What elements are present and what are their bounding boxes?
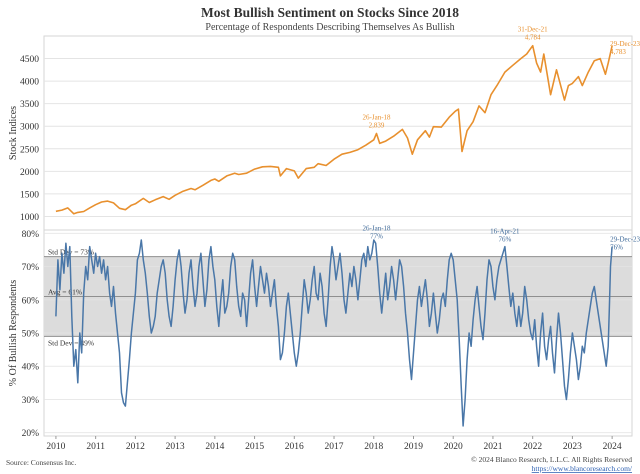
stock-annotation-value: 4,783 (610, 48, 626, 56)
x-tick-label: 2016 (285, 442, 304, 452)
x-tick-label: 2024 (603, 442, 622, 452)
website-link[interactable]: https://www.blancoresearch.com/ (532, 464, 633, 473)
top-panel-frame (43, 35, 633, 231)
chart-title: Most Bullish Sentiment on Stocks Since 2… (201, 5, 459, 20)
bullish-percent-line (55, 239, 613, 427)
top-y-tick-label: 2000 (20, 168, 39, 178)
x-tick-label: 2013 (166, 442, 185, 452)
bullish-annotation-value: 77% (370, 232, 383, 240)
x-tick-label: 2020 (444, 442, 463, 452)
bottom-y-tick-label: 20% (22, 429, 40, 439)
x-tick-label: 2018 (364, 442, 383, 452)
stock-annotation-value: 2,839 (369, 121, 385, 129)
top-y-tick-label: 3500 (20, 100, 39, 110)
stock-annotation-date: 31-Dec-21 (518, 26, 548, 34)
top-y-tick-label: 1500 (20, 190, 39, 200)
x-tick-label: 2021 (483, 442, 502, 452)
top-y-tick-label: 1000 (20, 213, 39, 223)
stock-annotation-value: 4,784 (525, 34, 541, 42)
x-tick-label: 2014 (205, 442, 224, 452)
copyright-note: © 2024 Blanco Research, L.L.C. All Right… (471, 455, 632, 464)
x-tick-label: 2011 (86, 442, 105, 452)
top-y-tick-label: 3000 (20, 123, 39, 133)
x-tick-label: 2017 (325, 442, 344, 452)
stock-annotation-date: 29-Dec-23 (610, 40, 640, 48)
x-tick-label: 2023 (563, 442, 582, 452)
bullish-annotation-date: 26-Jan-18 (363, 224, 391, 232)
x-tick-label: 2012 (126, 442, 145, 452)
lower-band-label: Std Dev = 49% (48, 338, 94, 347)
top-y-axis-label: Stock Indices (8, 106, 19, 160)
bottom-y-tick-label: 40% (22, 363, 40, 373)
x-tick-label: 2022 (523, 442, 542, 452)
bottom-y-tick-label: 50% (22, 330, 40, 340)
top-y-tick-label: 4500 (20, 55, 39, 65)
bullish-annotation-date: 16-Apr-21 (490, 228, 520, 236)
stock-annotation-date: 26-Jan-18 (363, 113, 391, 121)
top-y-tick-label: 4000 (20, 78, 39, 88)
x-tick-label: 2010 (46, 442, 65, 452)
bottom-y-tick-label: 80% (22, 230, 40, 240)
source-note: Source: Consensus Inc. (6, 458, 76, 467)
bullish-annotation-value: 76% (498, 236, 511, 244)
upper-band-label: Std Dev = 73% (48, 248, 94, 257)
top-y-tick-label: 2500 (20, 145, 39, 155)
bottom-y-tick-label: 60% (22, 296, 40, 306)
stock-index-line (55, 44, 613, 215)
x-tick-label: 2019 (404, 442, 423, 452)
bottom-y-tick-label: 30% (22, 396, 40, 406)
bottom-y-tick-label: 70% (22, 263, 40, 273)
bullish-annotation-date: 29-Dec-23 (610, 236, 640, 244)
bottom-y-axis-label: % Of Bullish Respondents (8, 280, 19, 386)
x-tick-label: 2015 (245, 442, 264, 452)
chart-subtitle: Percentage of Respondents Describing The… (205, 22, 454, 33)
average-label: Avg = 61% (48, 287, 82, 296)
bullish-annotation-value: 76% (610, 244, 623, 252)
